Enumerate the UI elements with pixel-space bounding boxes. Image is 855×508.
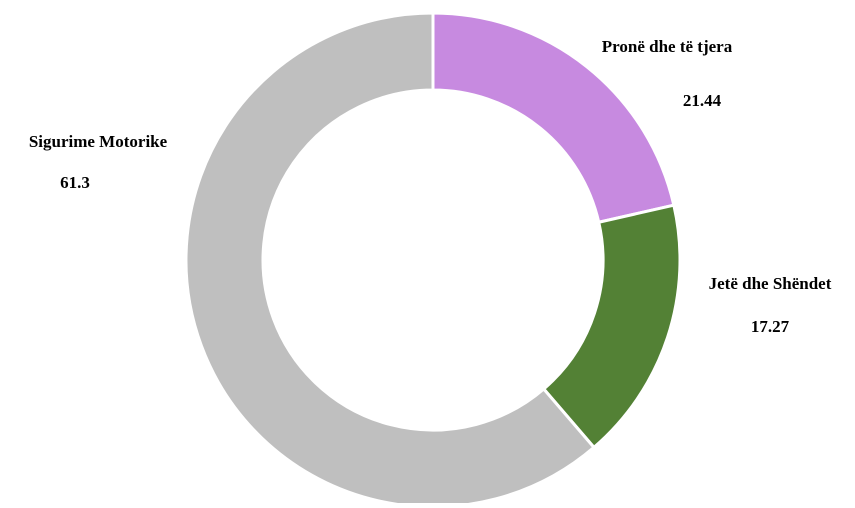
slice-value-sigurime-motorike: 61.3 xyxy=(60,173,90,192)
slice-label-sigurime-motorike: Sigurime Motorike xyxy=(29,132,168,151)
labels-layer: Pronë dhe të tjera 21.44 Jetë dhe Shënde… xyxy=(29,37,832,336)
slices-layer xyxy=(184,11,682,508)
slice-label-prone: Pronë dhe të tjera xyxy=(602,37,733,56)
slice-sigurime-motorike xyxy=(184,11,597,508)
slice-value-jete-shendet: 17.27 xyxy=(751,317,790,336)
slice-label-jete-shendet: Jetë dhe Shëndet xyxy=(709,274,832,293)
slice-value-prone: 21.44 xyxy=(683,91,722,110)
